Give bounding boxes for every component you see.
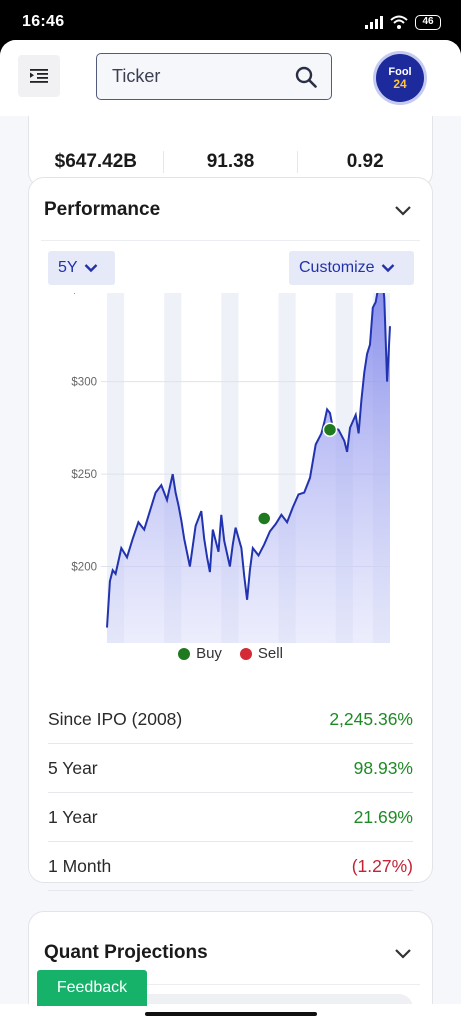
chevron-down-icon [381,264,394,273]
search-icon[interactable] [295,66,317,88]
y-tick-label: $250 [71,469,97,481]
wifi-icon [390,15,408,29]
legend-sell-label: Sell [257,645,283,662]
chevron-down-icon[interactable] [394,948,412,960]
buy-dot-icon [178,647,191,660]
customize-button[interactable]: Customize [289,251,414,285]
performance-row-5-year: 5 Year 98.93% [48,744,413,793]
legend-buy: Buy [178,645,222,662]
status-bar: 16:46 46 [0,0,461,44]
search-input[interactable]: Ticker [96,53,332,100]
app-header: Ticker Fool 24 [0,40,461,116]
status-icons: 46 [365,14,441,30]
performance-row-label: Since IPO (2008) [48,708,183,729]
stat-pe-ratio: 91.38 [162,151,298,173]
signal-icon [365,15,383,29]
y-tick-label: $350 [71,293,97,296]
performance-row-1-month: 1 Month (1.27%) [48,842,413,891]
menu-button[interactable] [18,55,60,97]
y-tick-label: $200 [71,562,97,574]
chart-legend: Buy Sell [29,645,432,662]
chevron-down-icon [84,264,97,273]
performance-row-since-ipo: Since IPO (2008) 2,245.36% [48,695,413,744]
search-placeholder: Ticker [112,66,161,86]
logo-text-bottom: 24 [393,77,407,91]
performance-row-value: 21.69% [353,806,413,827]
status-time: 16:46 [22,13,65,30]
app-screen: $647.42B 91.38 0.92 Ticker Fool 24 [0,40,461,1024]
performance-list: Since IPO (2008) 2,245.36% 5 Year 98.93%… [48,695,413,891]
price-line [106,293,391,628]
performance-row-label: 5 Year [48,757,98,778]
performance-chart[interactable]: $150$200$250$300$350$382 202120222023202… [29,293,434,643]
stat-market-cap: $647.42B [54,151,138,172]
legend-buy-label: Buy [196,645,222,662]
range-select-button[interactable]: 5Y [48,251,115,285]
feedback-button[interactable]: Feedback [37,970,147,1006]
menu-indent-icon [30,69,48,83]
buy-marker [322,422,338,437]
y-tick-label: $300 [71,377,97,389]
stat-beta: 0.92 [297,151,432,173]
legend-sell: Sell [239,645,283,662]
divider [41,240,420,241]
performance-card: Performance 5Y Customize [28,177,434,891]
logo-text-top: Fool [388,66,412,78]
home-indicator[interactable] [145,1012,317,1016]
range-label: 5Y [58,259,78,276]
battery-icon: 46 [415,14,441,30]
performance-row-label: 1 Year [48,806,98,827]
quant-projections-title: Quant Projections [44,942,208,963]
performance-row-value: (1.27%) [351,855,413,876]
buy-marker [256,511,272,526]
performance-title: Performance [44,199,161,220]
divider [41,984,420,985]
performance-row-value: 98.93% [353,757,413,778]
sell-dot-icon [239,647,252,660]
price-area [107,293,390,643]
performance-row-1-year: 1 Year 21.69% [48,793,413,842]
fool24-logo[interactable]: Fool 24 [376,54,424,102]
stats-row: $647.42B 91.38 0.92 [29,151,432,173]
performance-row-label: 1 Month [48,855,112,876]
performance-row-value: 2,245.36% [329,708,413,729]
chevron-down-icon[interactable] [394,205,412,217]
customize-label: Customize [299,259,375,276]
